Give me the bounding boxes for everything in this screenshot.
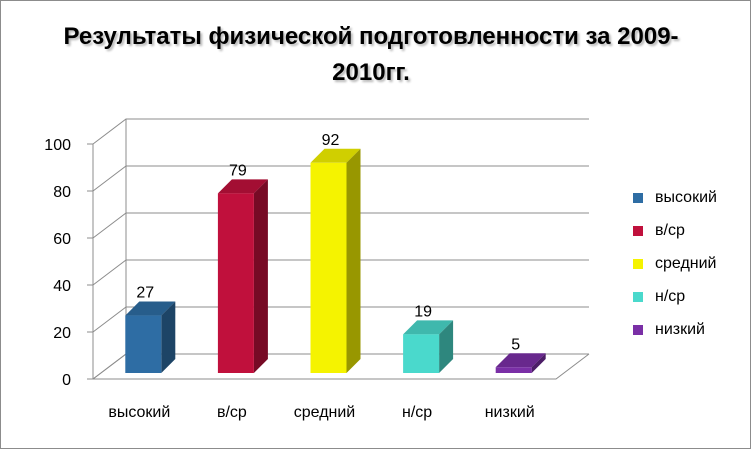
bar-top xyxy=(495,353,546,368)
gridline xyxy=(92,165,589,192)
legend-label: средний xyxy=(655,255,717,272)
y-tick-label: 100 xyxy=(44,137,71,154)
legend-label: низкий xyxy=(655,321,705,338)
legend-item: н/ср xyxy=(633,285,750,308)
bars xyxy=(125,148,546,373)
bar-front xyxy=(310,162,347,373)
x-axis-ticks: высокий в/ср средний н/ср низкий xyxy=(108,404,534,421)
data-label: 92 xyxy=(322,132,340,149)
bar-front xyxy=(125,315,162,373)
y-axis-ticks: 0 20 40 60 80 100 xyxy=(44,137,71,389)
y-tick-label: 0 xyxy=(62,372,71,389)
legend: высокий в/ср средний н/ср низкий xyxy=(633,186,750,351)
bar-side xyxy=(161,301,176,373)
x-tick-label: высокий xyxy=(108,404,170,421)
data-label: 27 xyxy=(136,285,154,302)
chart-title: Результаты физической подготовленности з… xyxy=(63,23,679,86)
bar-side xyxy=(531,353,546,373)
gridline xyxy=(92,118,589,145)
legend-item: высокий xyxy=(633,186,750,209)
legend-item: низкий xyxy=(633,318,750,341)
data-label: 79 xyxy=(229,162,247,179)
gridline xyxy=(92,306,589,333)
legend-swatch xyxy=(633,193,643,203)
side-wall xyxy=(92,119,127,380)
x-tick-label: низкий xyxy=(485,404,535,421)
y-tick-label: 40 xyxy=(53,278,71,295)
floor-edge xyxy=(93,353,590,380)
bar-top xyxy=(217,179,268,194)
gridline xyxy=(92,212,589,239)
bar-4 xyxy=(403,320,454,373)
legend-swatch xyxy=(633,259,643,269)
bar-front xyxy=(403,334,440,373)
x-tick-label: в/ср xyxy=(217,404,247,421)
legend-swatch xyxy=(633,325,643,335)
x-tick-label: средний xyxy=(294,404,356,421)
x-tick-label: н/ср xyxy=(402,404,432,421)
y-tick-label: 80 xyxy=(53,184,71,201)
bar-3 xyxy=(310,148,361,373)
data-labels: 27 79 92 19 5 xyxy=(136,132,520,353)
bar-1 xyxy=(125,301,176,373)
bar-side xyxy=(439,320,454,373)
y-tick-label: 20 xyxy=(53,325,71,342)
legend-swatch xyxy=(633,226,643,236)
legend-item: средний xyxy=(633,252,750,275)
bar-side xyxy=(253,179,268,373)
bar-front xyxy=(217,193,254,373)
bar-5 xyxy=(495,353,546,373)
legend-label: в/ср xyxy=(655,222,685,239)
bar-top xyxy=(125,301,176,316)
data-label: 19 xyxy=(414,303,432,320)
legend-item: в/ср xyxy=(633,219,750,242)
bar-side xyxy=(346,148,361,373)
legend-label: н/ср xyxy=(655,288,686,305)
bar-2 xyxy=(217,179,268,373)
bar-top xyxy=(403,320,454,335)
legend-swatch xyxy=(633,292,643,302)
bar-top xyxy=(310,148,361,163)
bar-front xyxy=(495,367,532,373)
data-label: 5 xyxy=(511,336,520,353)
legend-label: высокий xyxy=(655,189,717,206)
gridline xyxy=(92,259,589,286)
y-tick-label: 60 xyxy=(53,231,71,248)
